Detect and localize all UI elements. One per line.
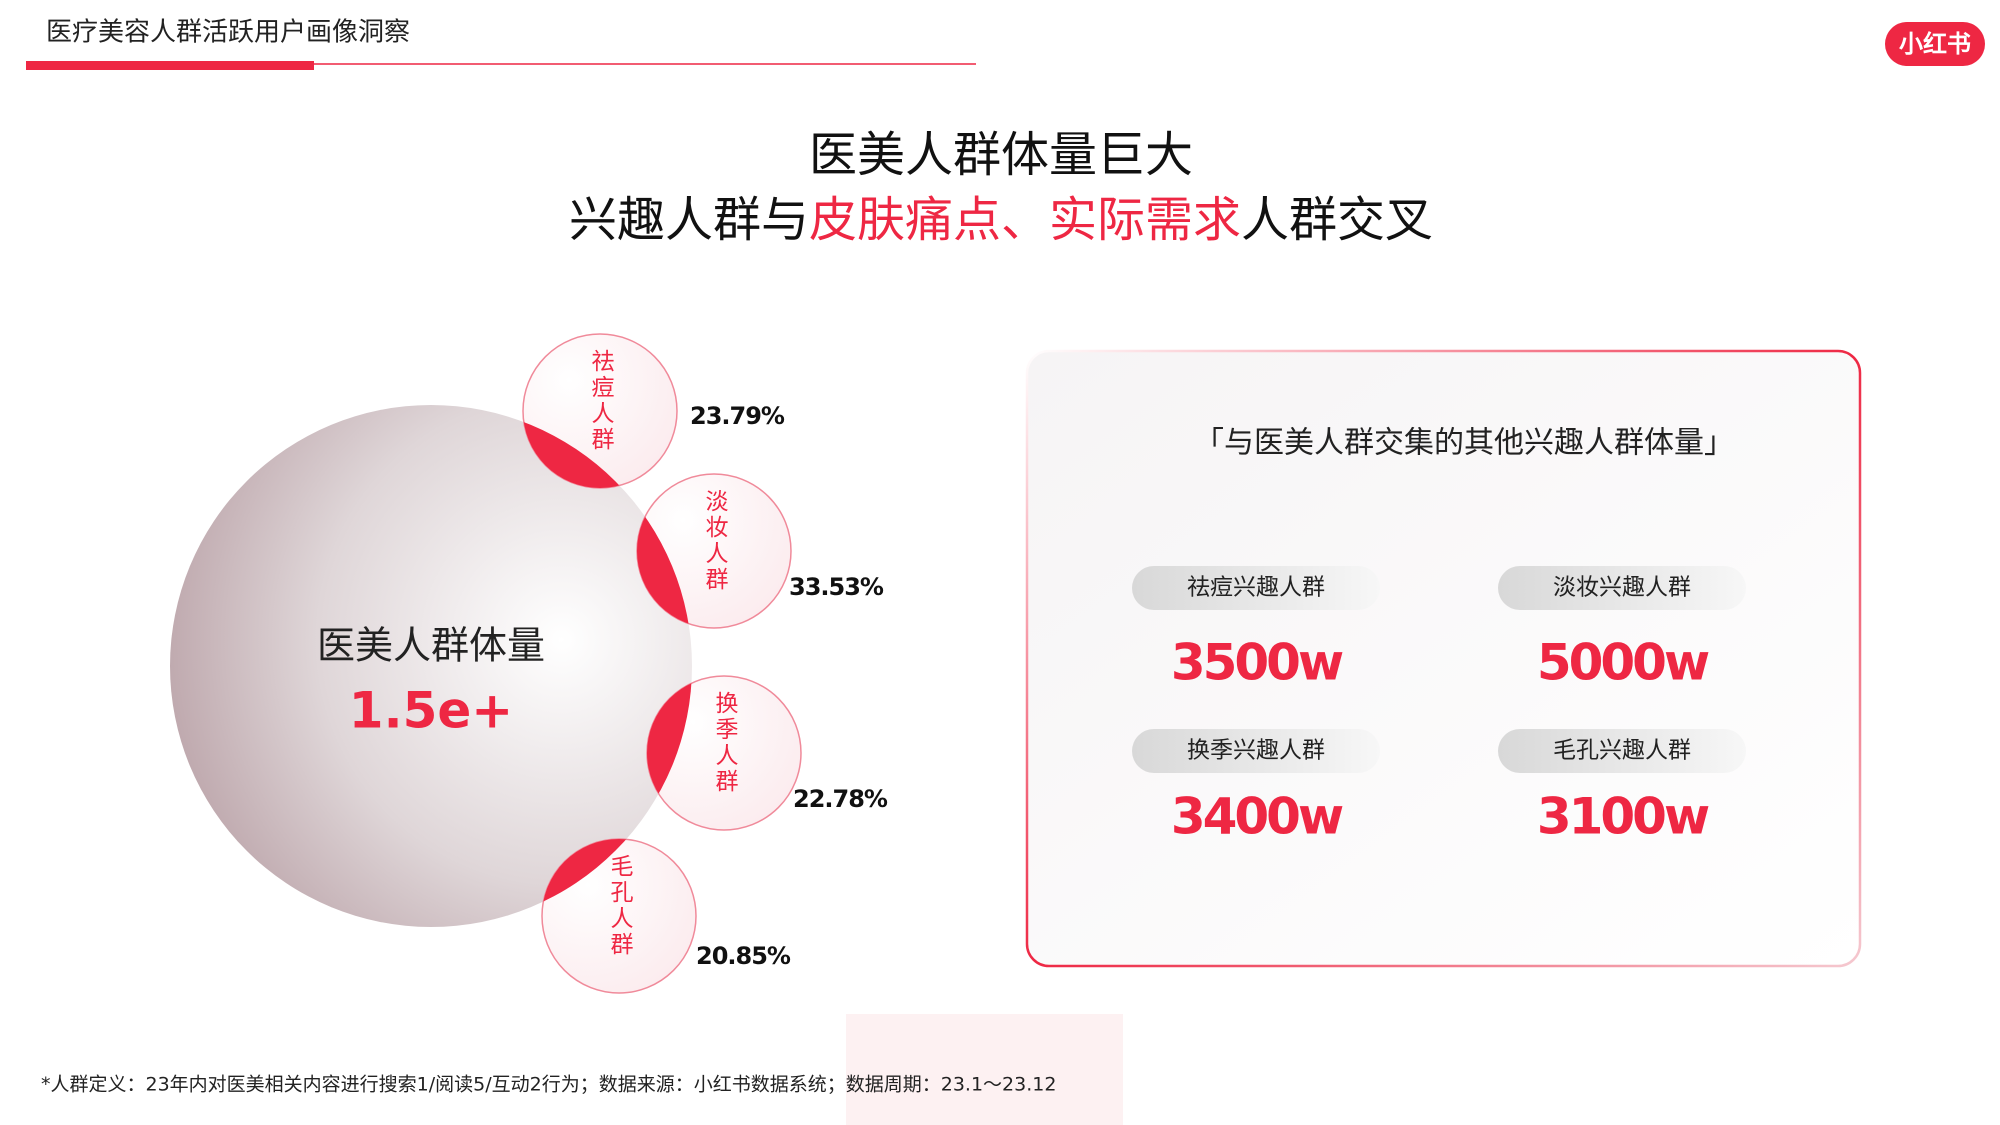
header-title: 医疗美容人群活跃用户画像洞察 [46,18,410,48]
item-pill [1132,566,1380,610]
sub-circle-label: 祛痘人群 [587,349,615,453]
item-label: 淡妆兴趣人群 [1553,575,1691,601]
headline-line1: 医美人群体量巨大 [809,127,1193,183]
logo-badge [1885,22,1985,66]
decor-block [846,1014,1123,1125]
item-label: 祛痘兴趣人群 [1187,575,1325,601]
headline-segment: 人群交叉 [1241,192,1433,248]
headline-segment: 皮肤痛点、实际需求 [809,192,1241,248]
sub-circle-label: 毛孔人群 [606,854,634,958]
main-circle-label: 医美人群体量 [317,624,545,668]
item-value: 3400w [1171,788,1343,846]
sub-circle-percent: 33.53% [789,573,884,601]
footnote: *人群定义：23年内对医美相关内容进行搜索1/阅读5/互动2行为；数据来源：小红… [41,1074,1056,1096]
item-label: 毛孔兴趣人群 [1553,738,1691,764]
item-label: 换季兴趣人群 [1187,738,1325,764]
sub-circle-label: 换季人群 [711,691,739,795]
logo-text: 小红书 [1899,30,1971,58]
item-pill [1132,729,1380,773]
main-circle [170,405,692,927]
item-value: 3100w [1537,788,1709,846]
panel-title: 「与医美人群交集的其他兴趣人群体量」 [1194,426,1734,461]
main-circle-value: 1.5e+ [349,682,513,740]
panel [1025,349,1862,968]
sub-circle-percent: 20.85% [696,942,791,970]
item-value: 5000w [1537,634,1709,692]
headline-segment: 兴趣人群与 [569,192,809,248]
item-value: 3500w [1171,634,1343,692]
item-pill [1498,566,1746,610]
header-bar [26,61,314,70]
item-pill [1498,729,1746,773]
headline-line2: 兴趣人群与皮肤痛点、实际需求人群交叉 [569,192,1433,248]
sub-circle-percent: 22.78% [793,785,888,813]
sub-circle-label: 淡妆人群 [701,489,729,593]
sub-circle-percent: 23.79% [690,402,785,430]
